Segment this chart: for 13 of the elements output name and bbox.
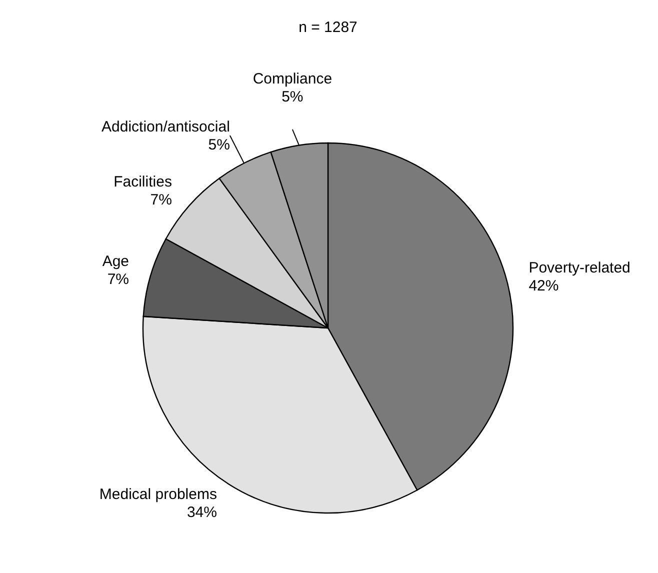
slice-label: Addiction/antisocial xyxy=(102,118,230,136)
data-label: 34% xyxy=(186,504,217,521)
slice-label: Medical problems xyxy=(99,486,217,503)
data-label: 7% xyxy=(107,271,130,288)
data-label: 7% xyxy=(150,191,172,208)
slice-label: Age xyxy=(102,253,130,270)
data-label: 42% xyxy=(528,277,559,294)
slice-label: Compliance xyxy=(252,70,332,88)
slice-label: Facilities xyxy=(114,173,172,190)
chart-title: n = 1287 xyxy=(298,19,358,36)
slice-label: Poverty-related xyxy=(528,259,630,276)
data-label: 5% xyxy=(208,136,230,154)
data-label: 5% xyxy=(282,88,304,106)
